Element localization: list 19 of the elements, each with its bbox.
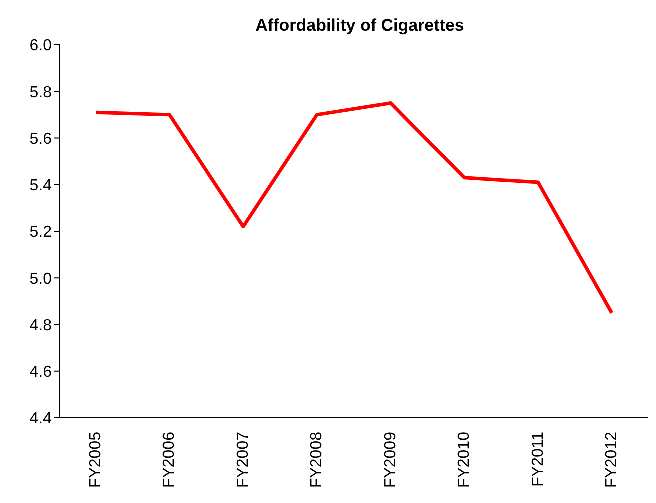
y-tick-label: 4.8 xyxy=(30,317,52,334)
y-tick-label: 6.0 xyxy=(30,38,52,55)
x-tick-label: FY2012 xyxy=(604,432,620,488)
line-series xyxy=(94,102,614,315)
y-tick-label: 4.4 xyxy=(30,410,52,428)
x-tick-label: FY2010 xyxy=(456,432,474,488)
y-tick-label: 5.0 xyxy=(30,270,52,288)
y-tick-label: 5.8 xyxy=(30,84,52,102)
chart-title: Affordability of Cigarettes xyxy=(254,16,466,36)
x-tick-label: FY2009 xyxy=(382,432,400,488)
x-tick-label: FY2006 xyxy=(161,432,178,488)
y-tick-label: 5.2 xyxy=(30,224,52,242)
x-tick-label: FY2007 xyxy=(234,432,252,488)
y-tick-label: 4.6 xyxy=(30,364,52,382)
x-tick-label: FY2011 xyxy=(530,432,547,487)
x-tick-label: FY2005 xyxy=(88,432,104,488)
x-tick-label: FY2008 xyxy=(308,432,326,488)
y-tick-label: 5.4 xyxy=(30,178,52,195)
y-tick-label: 5.6 xyxy=(30,130,52,148)
